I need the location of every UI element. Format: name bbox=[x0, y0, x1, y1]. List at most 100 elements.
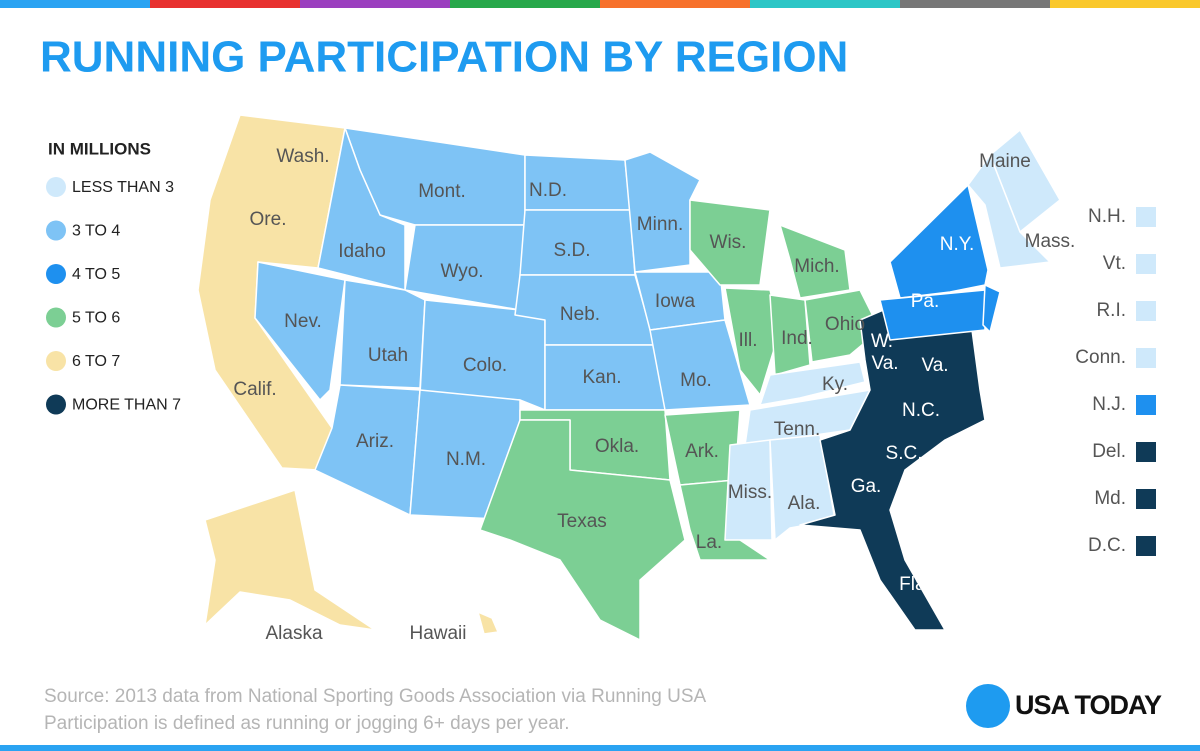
state-label: Ore. bbox=[250, 209, 287, 230]
state-label: Alaska bbox=[265, 623, 322, 644]
small-state-swatch bbox=[1136, 348, 1156, 368]
legend-title: IN MILLIONS bbox=[48, 139, 151, 158]
state-label: Fla. bbox=[899, 574, 931, 595]
state bbox=[339, 279, 426, 389]
state-label: Va. bbox=[921, 355, 948, 376]
legend: LESS THAN 3 3 TO 4 4 TO 5 5 TO 6 6 TO 7 MORE … bbox=[46, 177, 181, 415]
legend-swatch bbox=[46, 264, 66, 284]
small-state-swatch bbox=[1136, 207, 1156, 227]
state-label: Nev. bbox=[284, 311, 322, 332]
state-label: Wyo. bbox=[440, 261, 483, 282]
small-state-label: N.J. bbox=[1092, 394, 1126, 415]
legend-swatch bbox=[46, 220, 66, 241]
state-label: Kan. bbox=[582, 367, 621, 388]
state-label: Colo. bbox=[463, 355, 507, 376]
legend-label: MORE THAN 7 bbox=[72, 397, 181, 414]
state bbox=[254, 261, 346, 401]
state bbox=[982, 284, 1001, 333]
state bbox=[724, 287, 781, 396]
state-label: Neb. bbox=[560, 304, 600, 325]
definition-note: Participation is defined as running or j… bbox=[44, 713, 569, 734]
state-label: Ark. bbox=[685, 441, 719, 462]
state-label: Idaho bbox=[338, 241, 386, 262]
state-label: N.D. bbox=[529, 180, 567, 201]
state-label: Pa. bbox=[911, 291, 940, 312]
legend-swatch bbox=[46, 307, 66, 328]
state-label: Ohio bbox=[825, 314, 865, 335]
small-state-swatch bbox=[1136, 536, 1156, 556]
state bbox=[479, 419, 686, 641]
small-state-label: N.H. bbox=[1088, 206, 1126, 227]
state-label: Ill. bbox=[739, 330, 758, 351]
state-label: Tenn. bbox=[774, 419, 820, 440]
small-state-swatch bbox=[1136, 489, 1156, 509]
state bbox=[317, 127, 406, 291]
state-label: Ariz. bbox=[356, 431, 394, 452]
small-state-label: Vt. bbox=[1103, 253, 1126, 274]
legend-label: 5 TO 6 bbox=[72, 310, 120, 327]
state-label: Wash. bbox=[276, 146, 329, 167]
state bbox=[314, 384, 421, 516]
state bbox=[624, 151, 701, 273]
state-label: Calif. bbox=[233, 379, 276, 400]
state bbox=[799, 304, 986, 631]
state-label: Hawaii bbox=[409, 623, 466, 644]
top-stripe bbox=[0, 0, 1200, 8]
state bbox=[477, 611, 499, 635]
state bbox=[759, 361, 866, 406]
legend-swatch bbox=[46, 351, 66, 371]
small-state-swatch bbox=[1136, 442, 1156, 462]
small-state-label: Del. bbox=[1092, 441, 1126, 462]
state bbox=[649, 319, 751, 411]
legend-swatch bbox=[46, 394, 66, 415]
state-label: Iowa bbox=[655, 291, 696, 312]
small-state-swatch bbox=[1136, 301, 1156, 321]
state-label: Maine bbox=[979, 151, 1031, 172]
state-label: Mont. bbox=[418, 181, 466, 202]
state-label: Va. bbox=[871, 353, 898, 374]
legend-label: 4 TO 5 bbox=[72, 266, 120, 283]
state-label: S.C. bbox=[886, 443, 923, 464]
state-label: Wis. bbox=[710, 232, 747, 253]
state-label: Ind. bbox=[781, 328, 813, 349]
us-map bbox=[197, 114, 1061, 641]
state-label: N.C. bbox=[902, 400, 940, 421]
small-state-swatch bbox=[1136, 254, 1156, 274]
state-label: Texas bbox=[557, 511, 607, 532]
state-label: N.M. bbox=[446, 449, 486, 470]
state bbox=[204, 489, 376, 631]
state bbox=[724, 439, 773, 541]
state-label: S.D. bbox=[554, 240, 591, 261]
state-label: Okla. bbox=[595, 436, 639, 457]
title: RUNNING PARTICIPATION BY REGION bbox=[40, 33, 848, 82]
small-state-label: D.C. bbox=[1088, 535, 1126, 556]
state-label: Ga. bbox=[851, 476, 882, 497]
bottom-stripe bbox=[0, 745, 1200, 751]
state bbox=[967, 154, 1051, 269]
state-label: Minn. bbox=[637, 214, 683, 235]
legend-swatch bbox=[46, 177, 66, 197]
state-label: Mass. bbox=[1025, 231, 1076, 252]
small-states-list: N.H. Vt. R.I. Conn. N.J. Del. Md. D.C. bbox=[1075, 206, 1156, 556]
brand-name: USA TODAY bbox=[1015, 690, 1162, 720]
small-state-label: Md. bbox=[1094, 488, 1126, 509]
state-label: N.Y. bbox=[940, 234, 975, 255]
state bbox=[779, 224, 851, 299]
state-label: W. bbox=[871, 331, 893, 352]
legend-label: 6 TO 7 bbox=[72, 353, 120, 370]
state-label: Utah bbox=[368, 345, 408, 366]
state-label: Mo. bbox=[680, 370, 712, 391]
source-note: Source: 2013 data from National Sporting… bbox=[44, 686, 707, 707]
state-label: Ala. bbox=[788, 493, 821, 514]
small-state-swatch bbox=[1136, 395, 1156, 415]
state bbox=[689, 199, 771, 286]
state-label: Miss. bbox=[728, 482, 772, 503]
state-label: Mich. bbox=[794, 256, 839, 277]
state-labels: Wash. Ore. Calif. Idaho Mont. Wyo. Nev. … bbox=[233, 146, 1075, 644]
brand-logo bbox=[966, 684, 1010, 728]
state bbox=[769, 294, 811, 376]
state bbox=[879, 289, 986, 341]
small-state-label: Conn. bbox=[1075, 347, 1126, 368]
state-label: La. bbox=[696, 532, 722, 553]
